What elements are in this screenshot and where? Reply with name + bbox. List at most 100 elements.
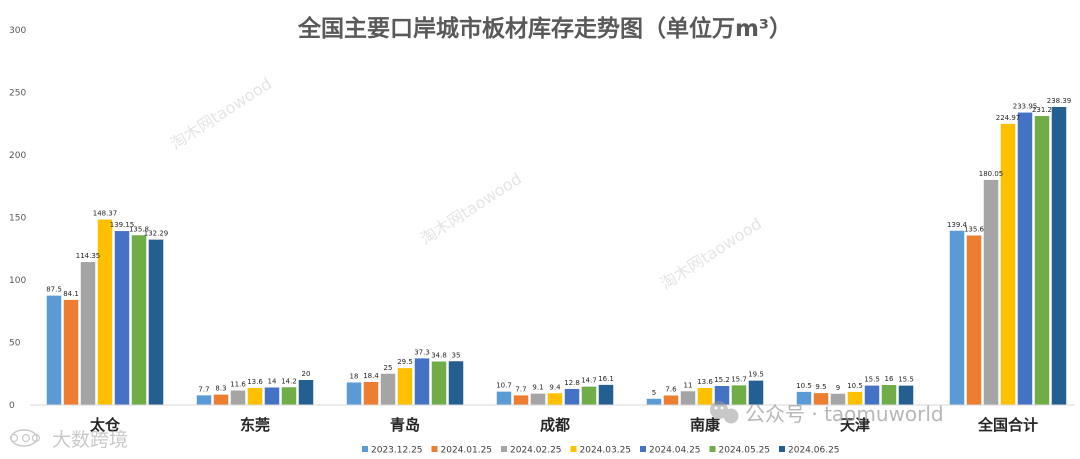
legend-entry: 2023.12.25 — [371, 446, 423, 456]
legend-entry: 2024.01.25 — [441, 446, 493, 456]
bar-3-6 — [598, 384, 614, 405]
bar-1-5 — [281, 387, 297, 405]
data-label: 7.7 — [198, 385, 209, 393]
legend-swatch — [709, 446, 716, 452]
bar-5-4 — [864, 385, 880, 405]
bar-0-0 — [46, 295, 62, 405]
x-tick-label: 青岛 — [390, 416, 420, 434]
data-label: 9.1 — [532, 384, 543, 392]
data-label: 224.97 — [996, 114, 1021, 122]
logo-icon — [9, 429, 41, 447]
bar-1-2 — [230, 390, 246, 405]
category-labels: 太仓 东莞 青岛 成都 南康 天津 全国合计 — [90, 416, 1038, 434]
data-label: 19.5 — [748, 371, 764, 379]
bar-0-4 — [114, 231, 130, 405]
bar-6-3 — [1000, 123, 1016, 405]
bar-3-2 — [530, 393, 546, 405]
legend-entry: 2024.05.25 — [719, 446, 771, 456]
data-label: 84.1 — [63, 290, 79, 298]
bar-4-0 — [646, 398, 662, 405]
data-label: 114.35 — [76, 252, 101, 260]
data-label: 233.95 — [1013, 103, 1038, 111]
data-label: 15.2 — [714, 376, 730, 384]
y-tick-label: 100 — [9, 276, 26, 286]
data-label: 29.5 — [397, 358, 413, 366]
watermark-site-3: 淘木网taowood — [657, 214, 765, 293]
bar-6-1 — [966, 235, 982, 405]
data-label: 8.3 — [215, 385, 226, 393]
data-label: 10.5 — [796, 382, 812, 390]
data-label: 180.05 — [979, 170, 1004, 178]
data-label: 5 — [652, 389, 656, 397]
data-label: 18.4 — [363, 372, 379, 380]
data-label: 132.29 — [144, 230, 169, 238]
bar-2-5 — [431, 361, 447, 405]
bar-4-6 — [748, 380, 764, 405]
data-label: 139.4 — [947, 221, 968, 229]
data-label: 10.5 — [847, 382, 863, 390]
x-tick-label: 成都 — [540, 416, 570, 434]
legend: 2023.12.25 2024.01.25 2024.02.25 2024.03.25… — [362, 446, 840, 456]
bar-3-1 — [513, 395, 529, 405]
y-tick-label: 0 — [9, 401, 15, 411]
bar-5-6 — [898, 385, 914, 405]
bar-6-0 — [949, 230, 965, 405]
bar-2-6 — [448, 361, 464, 405]
bar-0-3 — [97, 219, 113, 405]
data-label: 16 — [885, 375, 894, 383]
data-label: 11 — [684, 381, 693, 389]
data-label: 37.3 — [414, 348, 430, 356]
bar-2-2 — [380, 373, 396, 405]
x-tick-label: 东莞 — [240, 416, 270, 434]
y-axis: 0 50 100 150 200 250 300 — [9, 26, 26, 411]
bar-1-0 — [196, 395, 212, 405]
data-label: 139.15 — [110, 221, 135, 229]
x-tick-label: 南康 — [690, 416, 721, 434]
bar-2-4 — [414, 358, 430, 405]
bar-4-2 — [680, 391, 696, 405]
bar-3-5 — [581, 386, 597, 405]
bar-4-1 — [663, 395, 679, 405]
data-label: 14.7 — [581, 377, 597, 385]
bar-3-3 — [547, 393, 563, 405]
bar-1-3 — [247, 388, 263, 405]
legend-entry: 2024.02.25 — [510, 446, 562, 456]
y-tick-label: 200 — [9, 151, 26, 161]
bar-group — [46, 107, 1067, 405]
data-label: 11.6 — [230, 381, 246, 389]
data-label: 35 — [452, 351, 461, 359]
data-label: 12.8 — [564, 379, 580, 387]
data-label: 87.5 — [46, 286, 62, 294]
legend-swatch — [640, 446, 646, 452]
bar-6-2 — [983, 179, 999, 405]
data-label: 15.5 — [864, 376, 880, 384]
bar-4-4 — [714, 386, 730, 405]
corner-watermark: 大数跨境 — [9, 429, 128, 451]
bar-6-6 — [1051, 107, 1067, 405]
data-label: 135.8 — [129, 225, 149, 233]
y-tick-label: 250 — [9, 89, 26, 99]
data-label: 18 — [350, 373, 359, 381]
bar-3-4 — [564, 389, 580, 405]
bar-4-3 — [697, 388, 713, 405]
y-tick-label: 150 — [9, 214, 26, 224]
bar-5-0 — [796, 391, 812, 405]
legend-entry: 2024.03.25 — [580, 446, 632, 456]
legend-entry: 2024.04.25 — [649, 446, 701, 456]
bar-2-0 — [346, 382, 362, 405]
chart-title: 全国主要口岸城市板材库存走势图（单位万m³） — [297, 15, 792, 42]
legend-swatch — [501, 446, 507, 452]
wechat-watermark-text: 公众号 · taomuworld — [745, 402, 944, 426]
bar-6-4 — [1017, 112, 1033, 405]
y-tick-label: 50 — [9, 339, 21, 349]
watermark-site-2: 淘木网taowood — [417, 169, 525, 248]
data-label: 20 — [302, 370, 311, 378]
wechat-watermark: 公众号 · taomuworld — [710, 401, 944, 426]
bar-4-5 — [731, 385, 747, 405]
bar-5-1 — [813, 393, 829, 405]
data-label: 34.8 — [431, 352, 447, 360]
bar-0-1 — [63, 299, 79, 405]
corner-watermark-text: 大数跨境 — [52, 429, 128, 451]
data-label: 9 — [836, 384, 840, 392]
